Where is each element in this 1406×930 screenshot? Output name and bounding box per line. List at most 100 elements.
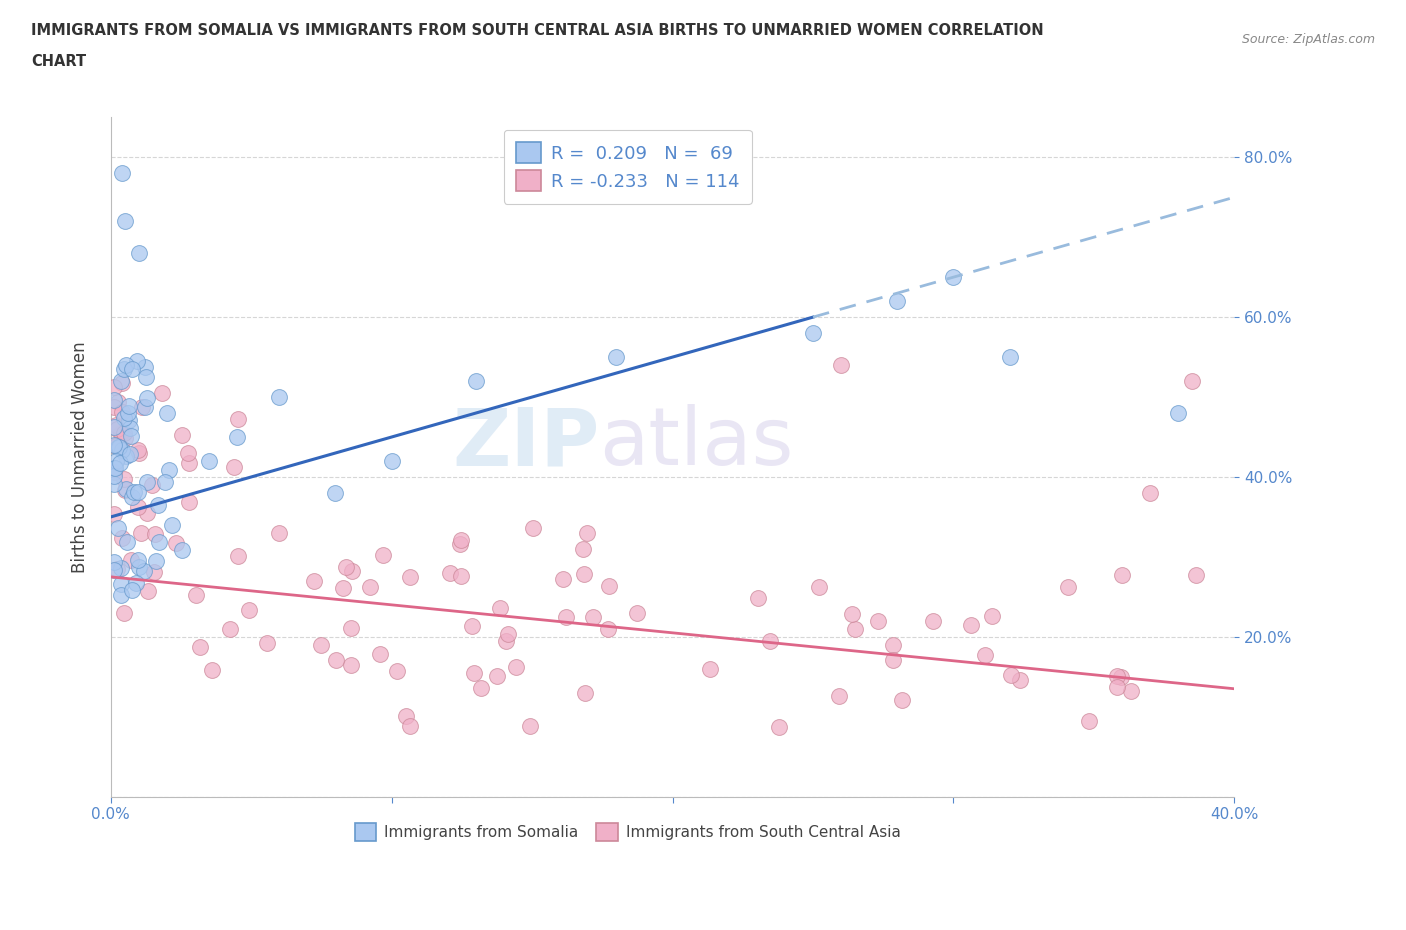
Point [103, 461, 125, 476]
Point [115, 481, 138, 496]
Point [866, 614, 889, 629]
Point [505, 660, 527, 675]
Point [339, 658, 361, 672]
Point [114, 214, 136, 229]
Point [269, 525, 291, 540]
Y-axis label: Births to Unmarried Women: Births to Unmarried Women [72, 341, 89, 573]
Point [1181, 374, 1204, 389]
Point [120, 552, 142, 567]
Point [103, 562, 125, 577]
Point [156, 405, 179, 420]
Point [118, 412, 141, 427]
Point [110, 531, 132, 546]
Point [105, 453, 128, 468]
Point [886, 294, 908, 309]
Point [224, 459, 246, 474]
Point [128, 445, 150, 460]
Point [768, 720, 790, 735]
Point [830, 358, 852, 373]
Point [582, 609, 605, 624]
Point [108, 456, 131, 471]
Point [128, 246, 150, 260]
Point [104, 460, 127, 475]
Point [103, 393, 125, 408]
Point [125, 354, 148, 369]
Point [111, 375, 134, 390]
Point [107, 521, 129, 536]
Point [519, 719, 541, 734]
Point [148, 535, 170, 550]
Point [340, 620, 363, 635]
Point [922, 614, 945, 629]
Point [359, 579, 381, 594]
Point [118, 420, 141, 435]
Point [439, 565, 461, 580]
Point [135, 369, 157, 384]
Point [107, 394, 129, 409]
Point [974, 647, 997, 662]
Point [1111, 670, 1133, 684]
Point [1121, 684, 1143, 698]
Point [576, 525, 599, 540]
Point [127, 499, 149, 514]
Point [107, 421, 129, 436]
Point [145, 553, 167, 568]
Point [1056, 579, 1078, 594]
Point [959, 618, 981, 632]
Point [395, 709, 418, 724]
Point [172, 542, 194, 557]
Point [177, 446, 200, 461]
Point [890, 692, 912, 707]
Point [103, 380, 125, 395]
Point [127, 485, 149, 499]
Point [981, 608, 1004, 623]
Point [143, 526, 166, 541]
Point [107, 440, 129, 455]
Point [1167, 405, 1189, 420]
Point [302, 574, 325, 589]
Point [598, 579, 620, 594]
Point [605, 350, 627, 365]
Point [450, 533, 472, 548]
Point [1078, 713, 1101, 728]
Point [256, 635, 278, 650]
Point [131, 400, 153, 415]
Point [596, 622, 619, 637]
Point [112, 472, 135, 486]
Point [238, 603, 260, 618]
Point [335, 560, 357, 575]
Point [117, 405, 139, 420]
Point [170, 427, 193, 442]
Point [160, 517, 183, 532]
Point [841, 606, 863, 621]
Point [470, 681, 492, 696]
Point [112, 606, 135, 621]
Point [129, 525, 152, 540]
Point [1139, 485, 1161, 500]
Point [104, 438, 127, 453]
Point [198, 454, 221, 469]
Point [226, 430, 249, 445]
Point [574, 685, 596, 700]
Point [103, 437, 125, 452]
Point [368, 646, 391, 661]
Point [120, 429, 142, 444]
Point [143, 565, 166, 580]
Point [118, 398, 141, 413]
Point [325, 485, 347, 500]
Point [110, 577, 132, 591]
Point [461, 619, 484, 634]
Point [103, 476, 125, 491]
Point [201, 663, 224, 678]
Point [104, 437, 127, 452]
Point [998, 350, 1021, 365]
Point [522, 521, 544, 536]
Point [1010, 672, 1032, 687]
Point [135, 505, 157, 520]
Point [136, 475, 159, 490]
Point [450, 569, 472, 584]
Point [332, 580, 354, 595]
Point [387, 663, 409, 678]
Point [118, 447, 141, 462]
Point [127, 443, 149, 458]
